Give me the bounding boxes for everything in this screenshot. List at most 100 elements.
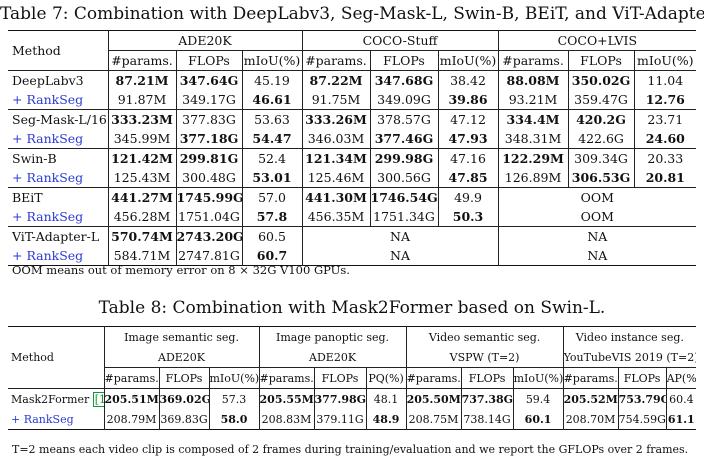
col-header: #params.: [406, 367, 462, 389]
table-cell: 46.61: [242, 90, 303, 110]
table-cell: 122.29M: [498, 148, 569, 168]
table-cell: 125.46M: [302, 168, 371, 188]
table-cell: 346.03M: [302, 129, 371, 149]
col-header: mIoU(%): [438, 50, 499, 71]
table8-note: T=2 means each video clip is composed of…: [12, 443, 689, 456]
table-cell: 347.64G: [176, 70, 243, 90]
col-header: #params.: [259, 367, 315, 389]
table-cell: 347.68G: [370, 70, 439, 90]
citation-link[interactable]: [18]: [92, 391, 103, 407]
table-cell: 369.02G: [159, 388, 210, 409]
table-cell: 24.60: [645, 131, 685, 146]
table-cell: 88.08M: [498, 70, 569, 90]
table-cell: 570.74M: [108, 226, 177, 246]
method-name: + RankSeg: [8, 168, 109, 188]
method-header: Method: [8, 30, 109, 71]
table-cell: 87.21M: [108, 70, 177, 90]
method-name: BEiT: [8, 187, 109, 207]
table-cell: 208.75M: [406, 409, 462, 430]
table-cell: 441.27M: [108, 187, 177, 207]
table-cell: 754.59G: [618, 409, 667, 430]
table7: Method ADE20K COCO-Stuff COCO+LVIS #para…: [8, 30, 697, 266]
col-header: mIoU(%): [513, 367, 564, 389]
table-cell: 300.48G: [176, 168, 243, 188]
table-cell: 60.7: [242, 246, 303, 266]
task-header: Video semantic seg.: [406, 326, 564, 347]
table-cell: 57.0: [242, 187, 303, 207]
table-cell: 1751.04G: [176, 207, 243, 227]
col-header: FLOPs: [159, 367, 210, 389]
table-cell: 306.53G: [568, 168, 635, 188]
table-cell: 38.42: [438, 70, 499, 90]
table-cell: 1751.34G: [370, 207, 439, 227]
table-cell: 377.83G: [176, 109, 243, 129]
col-header: #params.: [302, 50, 371, 71]
table-cell: 584.71M: [108, 246, 177, 266]
table-cell: 456.28M: [108, 207, 177, 227]
table-cell: 377.98G: [314, 388, 367, 409]
col-header: FLOPs: [176, 50, 243, 71]
dataset-header: VSPW (T=2): [406, 347, 564, 368]
col-header: mIoU(%): [209, 367, 260, 389]
method-name: ViT-Adapter-L: [8, 226, 109, 246]
table-cell: 456.35M: [302, 207, 371, 227]
col-header: mIoU(%): [242, 50, 303, 71]
table-cell: 208.79M: [104, 409, 160, 430]
table-cell: 420.2G: [568, 109, 635, 129]
table-cell: 1745.99G: [176, 187, 243, 207]
col-header: mIoU(%): [637, 53, 694, 68]
table-cell: 208.70M: [563, 409, 619, 430]
table-cell: 441.30M: [302, 187, 371, 207]
method-name: DeepLabv3: [8, 70, 109, 90]
table-cell: 333.23M: [108, 109, 177, 129]
table-cell: 126.89M: [498, 168, 569, 188]
dataset-header: ADE20K: [259, 347, 407, 368]
table-cell: 125.43M: [108, 168, 177, 188]
table-cell: 1746.54G: [370, 187, 439, 207]
na-cell: NA: [587, 248, 608, 263]
table-cell: 300.56G: [370, 168, 439, 188]
table-cell: 205.51M: [104, 388, 160, 409]
table-cell: 378.57G: [370, 109, 439, 129]
table-cell: 753.79G: [618, 388, 667, 409]
group-header: COCO+LVIS: [498, 30, 697, 51]
table-cell: 299.98G: [370, 148, 439, 168]
table-cell: 299.81G: [176, 148, 243, 168]
table-cell: 121.34M: [302, 148, 371, 168]
col-header: PQ(%): [366, 367, 407, 389]
method-name: Swin-B: [8, 148, 109, 168]
table-cell: 377.18G: [176, 129, 243, 149]
table7-note: OOM means out of memory error on 8 × 32G…: [12, 263, 350, 277]
table-cell: 2747.81G: [176, 246, 243, 266]
method-label: Mask2Former: [11, 392, 90, 406]
table-cell: 47.16: [438, 148, 499, 168]
table-cell: 50.3: [438, 207, 499, 227]
table-cell: 57.3: [209, 388, 260, 409]
table-cell: 45.19: [242, 70, 303, 90]
col-header: #params.: [563, 367, 619, 389]
table-cell: 379.11G: [314, 409, 367, 430]
table-cell: 39.86: [438, 90, 499, 110]
table-cell: 2743.20G: [176, 226, 243, 246]
col-header: AP(%): [666, 371, 697, 385]
table-cell: 333.26M: [302, 109, 371, 129]
table-cell: 205.50M: [406, 388, 462, 409]
table-cell: 59.4: [513, 388, 564, 409]
oom-cell: OOM: [580, 209, 614, 224]
col-header: #params.: [498, 50, 569, 71]
group-header: ADE20K: [108, 30, 303, 51]
table-cell: 345.99M: [108, 129, 177, 149]
table-cell: 348.31M: [498, 129, 569, 149]
table-cell: 350.02G: [568, 70, 635, 90]
oom-cell: OOM: [498, 187, 697, 207]
method-name: Seg-Mask-L/16: [8, 109, 109, 129]
dataset-header: ADE20K: [104, 347, 260, 368]
table-cell: 738.14G: [461, 409, 514, 430]
table-cell: 20.33: [634, 148, 697, 168]
table-cell: 53.01: [242, 168, 303, 188]
table-cell: 48.9: [366, 409, 407, 430]
table-cell: 11.04: [634, 70, 697, 90]
table-cell: 349.09G: [370, 90, 439, 110]
table-cell: 61.1: [667, 412, 695, 426]
method-name: + RankSeg: [8, 246, 109, 266]
